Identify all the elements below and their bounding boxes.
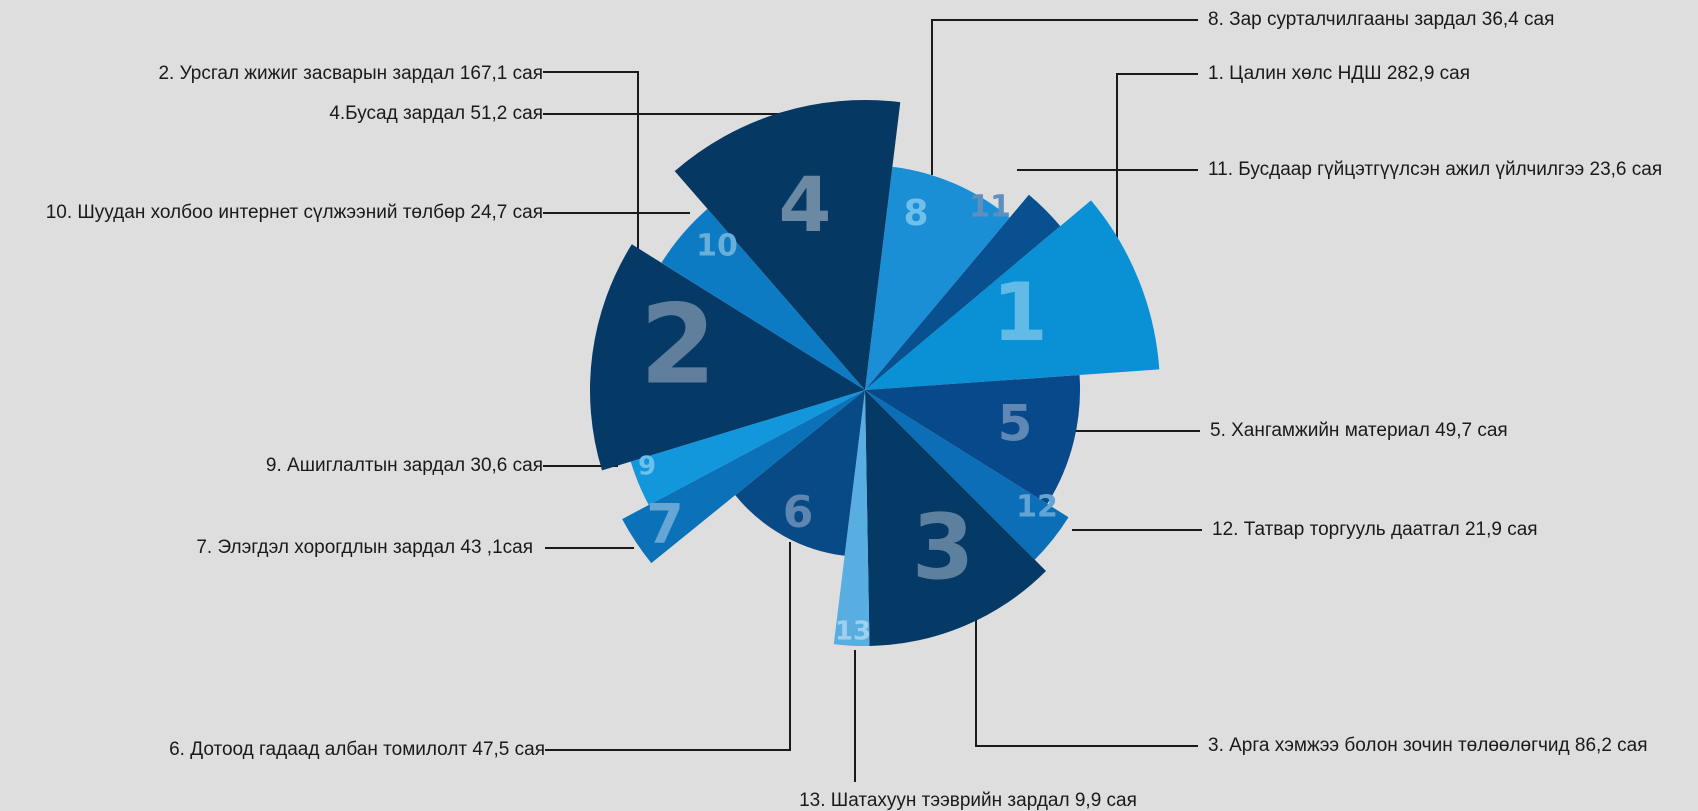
label-12: 12. Татвар торгууль даатгал 21,9 сая [1212, 519, 1538, 540]
wedge-10 [661, 208, 865, 390]
wedge-9 [630, 390, 865, 505]
leader-line-8 [931, 19, 1198, 175]
wedge-4 [674, 100, 901, 391]
wedge-number-2: 2 [640, 280, 717, 408]
wedge-number-10: 10 [696, 229, 738, 264]
label-1: 1. Цалин хөлс НДШ 282,9 сая [1208, 63, 1470, 84]
label-2: 2. Урсгал жижиг засварын зардал 167,1 са… [158, 63, 543, 84]
label-7: 7. Элэгдэл хорогдлын зардал 43 ,1сая [196, 537, 533, 558]
leader-line-3 [975, 620, 1198, 747]
wedge-number-13: 13 [835, 617, 871, 647]
wedge-12 [865, 390, 1069, 560]
wedge-11 [865, 194, 1061, 390]
wedge-number-3: 3 [912, 495, 975, 600]
wedge-number-4: 4 [779, 160, 832, 249]
wedge-number-7: 7 [646, 493, 684, 556]
label-4: 4.Бусад зардал 51,2 сая [329, 103, 543, 124]
wedge-number-8: 8 [903, 193, 928, 234]
label-9: 9. Ашиглалтын зардал 30,6 сая [266, 455, 543, 476]
label-5: 5. Хангамжийн материал 49,7 сая [1210, 420, 1508, 441]
category-labels: 8. Зар сурталчилгааны зардал 36,4 сая11.… [46, 9, 1662, 811]
label-8: 8. Зар сурталчилгааны зардал 36,4 сая [1208, 9, 1554, 30]
wedge-3 [865, 390, 1046, 646]
wedge-number-12: 12 [1016, 490, 1058, 525]
wedges [589, 100, 1160, 647]
wedge-1 [865, 200, 1160, 390]
wedge-number-6: 6 [783, 487, 814, 538]
leader-line-2 [543, 71, 639, 265]
wedge-8 [865, 166, 1010, 390]
wedge-number-9: 9 [638, 452, 656, 482]
wedge-2 [589, 244, 865, 471]
label-3: 3. Арга хэмжээ болон зочин төлөөлөгчид 8… [1208, 735, 1648, 756]
label-10: 10. Шуудан холбоо интернет сүлжээний төл… [46, 202, 543, 223]
label-6: 6. Дотоод гадаад албан томилолт 47,5 сая [169, 739, 545, 760]
wedge-5 [865, 375, 1081, 504]
wedge-7 [622, 390, 865, 564]
wedge-number-11: 11 [969, 190, 1011, 225]
wedge-13 [833, 390, 870, 647]
wedge-number-5: 5 [998, 395, 1033, 453]
label-11: 11. Бусдаар гүйцэтгүүлсэн ажил үйлчилгээ… [1208, 159, 1662, 180]
leader-line-6 [545, 542, 791, 751]
wedge-6 [735, 390, 865, 556]
leader-line-1 [1116, 73, 1198, 262]
wedge-number-1: 1 [992, 266, 1048, 359]
label-13: 13. Шатахуун тээврийн зардал 9,9 сая [799, 790, 1137, 811]
